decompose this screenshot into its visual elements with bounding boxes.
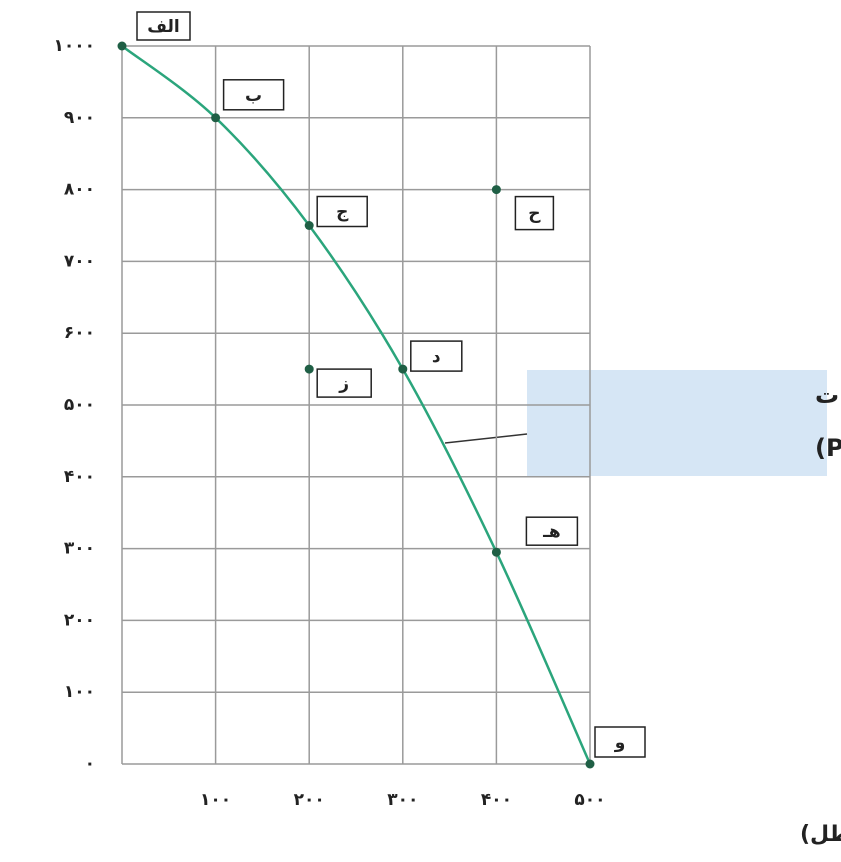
point <box>211 113 221 123</box>
x-tick-label: ۱۰۰ <box>200 790 231 810</box>
point-label: ح <box>528 204 541 224</box>
point-label-box <box>594 726 646 758</box>
point-label: هـ <box>542 522 561 542</box>
x-tick-label: ۵۰۰ <box>574 790 605 810</box>
point <box>491 185 501 195</box>
x-axis-title: مقدار ماست (سطل) <box>800 822 841 847</box>
point-label: ز <box>338 374 349 394</box>
y-tick-label: ۵۰۰ <box>64 395 95 415</box>
point <box>304 364 314 374</box>
y-tick-label: ۲۰۰ <box>64 610 95 630</box>
point-label-box <box>136 11 191 41</box>
annotation-text: منحنی‌مرز امکانات <box>815 381 841 409</box>
y-tick-label: ۷۰۰ <box>64 251 95 271</box>
point-label: ج <box>336 203 349 223</box>
y-tick-label: ۹۰۰ <box>64 108 95 128</box>
point-label-box <box>316 368 372 398</box>
point <box>585 759 595 769</box>
point-label-box <box>514 195 555 231</box>
point <box>398 364 408 374</box>
point-label-box <box>316 195 368 228</box>
x-tick-label: ۴۰۰ <box>481 790 512 810</box>
y-tick-label: ۴۰۰ <box>64 467 95 487</box>
annotation-text: تولید (PPF) <box>815 434 841 462</box>
annotation-leader <box>444 433 528 444</box>
y-tick-label: ۱۰۰۰ <box>53 36 95 56</box>
y-tick-label: ۳۰۰ <box>64 539 95 559</box>
annotation-box <box>527 370 827 476</box>
point-label: ب <box>245 86 262 106</box>
point-label: الف <box>147 17 179 37</box>
point-label-box <box>410 340 463 372</box>
point-label-box <box>525 516 579 546</box>
point-label: د <box>432 347 441 367</box>
point <box>491 547 501 557</box>
x-tick-label: ۳۰۰ <box>387 790 418 810</box>
point-label-box <box>222 79 285 111</box>
y-tick-label: ۸۰۰ <box>64 180 95 200</box>
y-tick-label: ۱۰۰ <box>64 682 95 702</box>
y-tick-label: ۰ <box>85 754 95 774</box>
point <box>117 41 127 51</box>
y-tick-label: ۶۰۰ <box>64 323 95 343</box>
point-label: و <box>614 733 626 753</box>
point <box>304 221 314 230</box>
x-tick-label: ۲۰۰ <box>294 790 325 810</box>
